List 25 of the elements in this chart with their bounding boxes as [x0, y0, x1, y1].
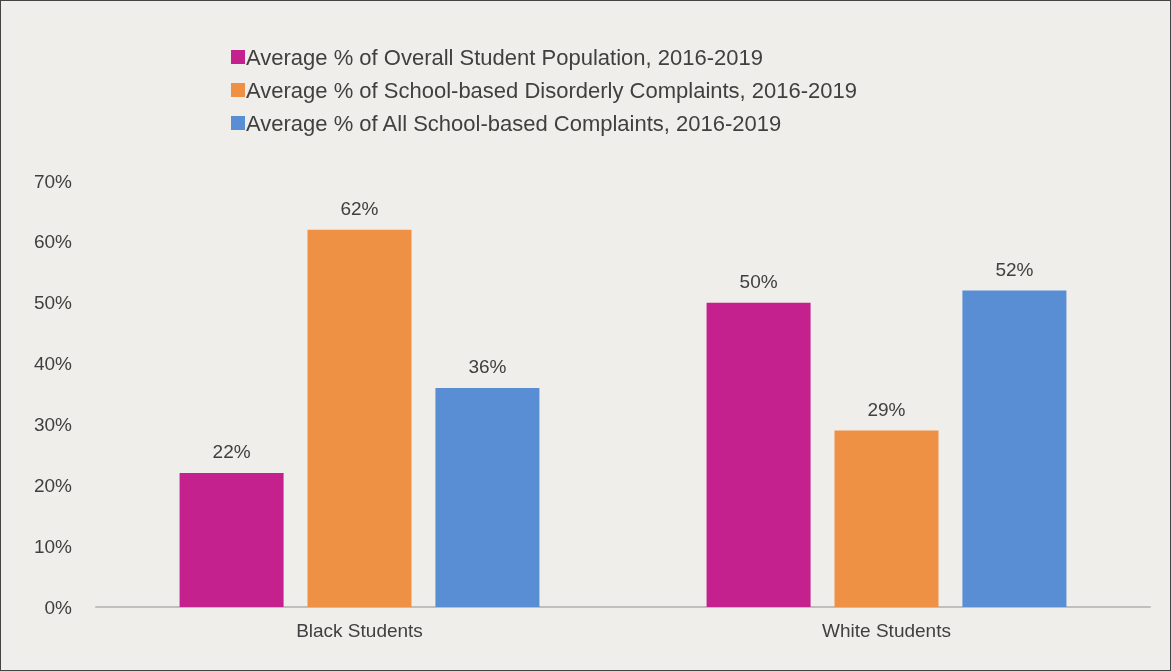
data-label: 52% — [995, 258, 1034, 280]
y-tick-label: 50% — [33, 292, 73, 314]
legend-label: Average % of Overall Student Population, 2016-2019 — [246, 44, 763, 70]
y-tick-label: 10% — [33, 535, 73, 557]
data-label: 29% — [867, 398, 906, 420]
bar — [962, 290, 1067, 607]
bar — [706, 302, 811, 607]
data-label: 62% — [340, 197, 379, 219]
data-label: 36% — [468, 355, 507, 377]
data-label: 50% — [739, 270, 778, 292]
bar — [307, 229, 412, 607]
x-tick-label: Black Students — [296, 620, 423, 641]
bar — [834, 430, 939, 607]
y-tick-label: 40% — [33, 353, 73, 375]
bar — [179, 473, 284, 607]
x-tick-label: White Students — [822, 620, 951, 641]
bar — [435, 387, 540, 607]
y-tick-label: 0% — [44, 596, 73, 618]
y-tick-label: 70% — [33, 170, 73, 192]
legend-label: Average % of All School-based Complaints, 2016-2019 — [246, 110, 782, 136]
y-tick-label: 20% — [33, 474, 73, 496]
legend-label: Average % of School-based Disorderly Complaints, 2016-2019 — [246, 77, 858, 103]
y-tick-label: 30% — [33, 413, 73, 435]
data-label: 22% — [212, 441, 251, 463]
y-tick-label: 60% — [33, 231, 73, 253]
